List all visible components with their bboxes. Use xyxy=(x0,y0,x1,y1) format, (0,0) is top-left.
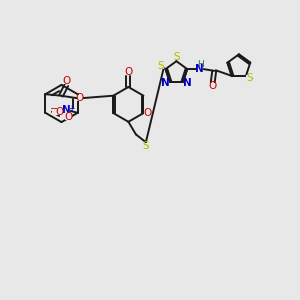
Text: N: N xyxy=(62,105,70,116)
Text: O: O xyxy=(64,112,73,122)
Bar xyxy=(63,79,70,84)
Bar xyxy=(162,81,169,86)
Text: +: + xyxy=(68,103,74,112)
Text: O: O xyxy=(76,93,84,103)
Bar xyxy=(184,81,190,86)
Bar xyxy=(247,76,253,81)
Text: H: H xyxy=(197,60,204,69)
Bar xyxy=(125,69,132,74)
Bar xyxy=(144,110,150,116)
Bar xyxy=(142,143,149,148)
Bar xyxy=(76,95,82,101)
Text: S: S xyxy=(173,52,180,62)
Bar xyxy=(158,63,164,69)
Text: S: S xyxy=(142,141,149,151)
Bar xyxy=(198,62,203,67)
Text: O: O xyxy=(124,67,133,77)
Bar xyxy=(52,109,60,115)
Text: S: S xyxy=(158,61,164,71)
Bar xyxy=(65,114,72,120)
Text: N: N xyxy=(183,78,192,88)
Bar xyxy=(173,55,180,60)
Text: O: O xyxy=(62,76,70,86)
Text: N: N xyxy=(196,64,204,74)
Text: −: − xyxy=(50,104,58,114)
Text: S: S xyxy=(247,73,253,83)
Bar xyxy=(196,66,203,72)
Bar xyxy=(63,107,70,113)
Text: O: O xyxy=(143,108,151,118)
Text: N: N xyxy=(161,78,170,88)
Text: O: O xyxy=(56,107,64,117)
Text: O: O xyxy=(208,81,217,91)
Bar xyxy=(209,83,216,89)
